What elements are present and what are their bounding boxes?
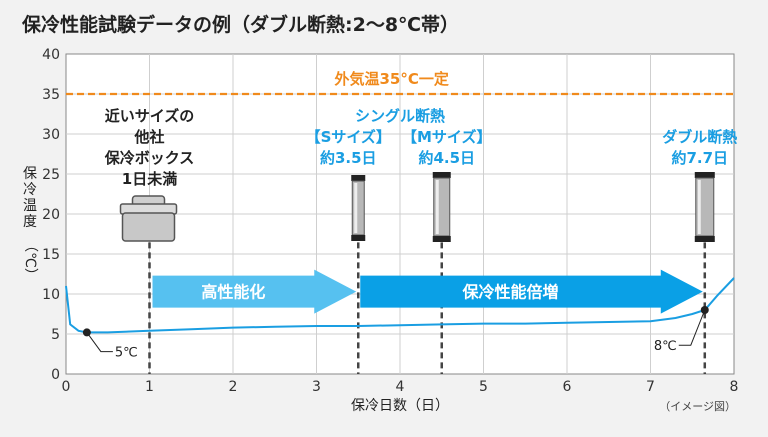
y-tick-label: 30 [42,127,60,143]
marker-label: 約3.5日 [320,149,377,167]
y-tick-label: 10 [42,287,60,303]
marker-label: 約7.7日 [671,149,728,167]
reference-line-label: 外気温35°C一定 [333,70,448,88]
y-tick-label: 35 [42,87,60,103]
bottle-m-highlight [435,180,439,234]
y-tick-label: 40 [42,47,60,63]
x-tick-label: 7 [646,379,655,395]
bottle-double-highlight [697,180,701,234]
point-label: 8℃ [654,339,677,354]
bottle-double-base [694,236,715,242]
y-tick-label: 5 [51,327,60,343]
y-tick-label: 15 [42,247,60,263]
bottle-m-cap [432,172,451,178]
x-tick-label: 6 [563,379,572,395]
bottle-s-body [351,180,365,236]
bottle-s-highlight [354,183,358,233]
x-tick-label: 5 [479,379,488,395]
y-tick-label: 0 [51,367,60,383]
marker-label: 1日未満 [122,170,177,188]
arrow-label: 保冷性能倍増 [462,283,559,302]
y-axis-label-unit: （℃） [22,238,38,282]
marker-label: 近いサイズの [105,107,195,125]
x-tick-label: 0 [62,379,71,395]
marker-label: ダブル断熱 [662,128,737,146]
x-tick-label: 4 [396,379,405,395]
x-tick-label: 2 [229,379,238,395]
marker-label: 【Mサイズ】 [402,128,491,146]
y-axis-label: 保 [23,166,37,182]
data-point [82,328,91,337]
note-label: （イメージ図） [659,400,736,413]
marker-label: 他社 [133,128,164,146]
point-label: 5℃ [115,346,138,361]
bottle-s-cap [351,175,366,181]
y-axis-label: 度 [23,214,37,230]
cooler-box-body [121,212,176,242]
point-callout-line [86,332,113,353]
marker-label: 保冷ボックス [104,149,195,167]
x-tick-label: 1 [145,379,154,395]
marker-label: 【Sサイズ】 [306,128,391,146]
x-tick-label: 8 [730,379,739,395]
y-tick-label: 20 [42,207,60,223]
data-point [700,306,709,314]
arrow-band [360,269,703,314]
y-tick-label: 25 [42,167,60,183]
chart-title: 保冷性能試験データの例（ダブル断熱:2〜8℃帯） [22,14,460,36]
point-callout-line [678,309,706,346]
y-axis-label: 温 [23,198,37,214]
bottle-m-base [432,236,451,242]
bottle-double-cap [694,172,715,178]
series-line [65,277,735,334]
bottle-s-base [351,235,366,241]
y-axis-label: 冷 [23,182,37,198]
x-tick-label: 3 [312,379,321,395]
group-label: シングル断熱 [355,107,445,125]
x-axis-label: 保冷日数（日） [351,398,449,414]
arrow-label: 高性能化 [201,283,265,302]
arrow-band [152,269,357,314]
marker-label: 約4.5日 [418,149,475,167]
